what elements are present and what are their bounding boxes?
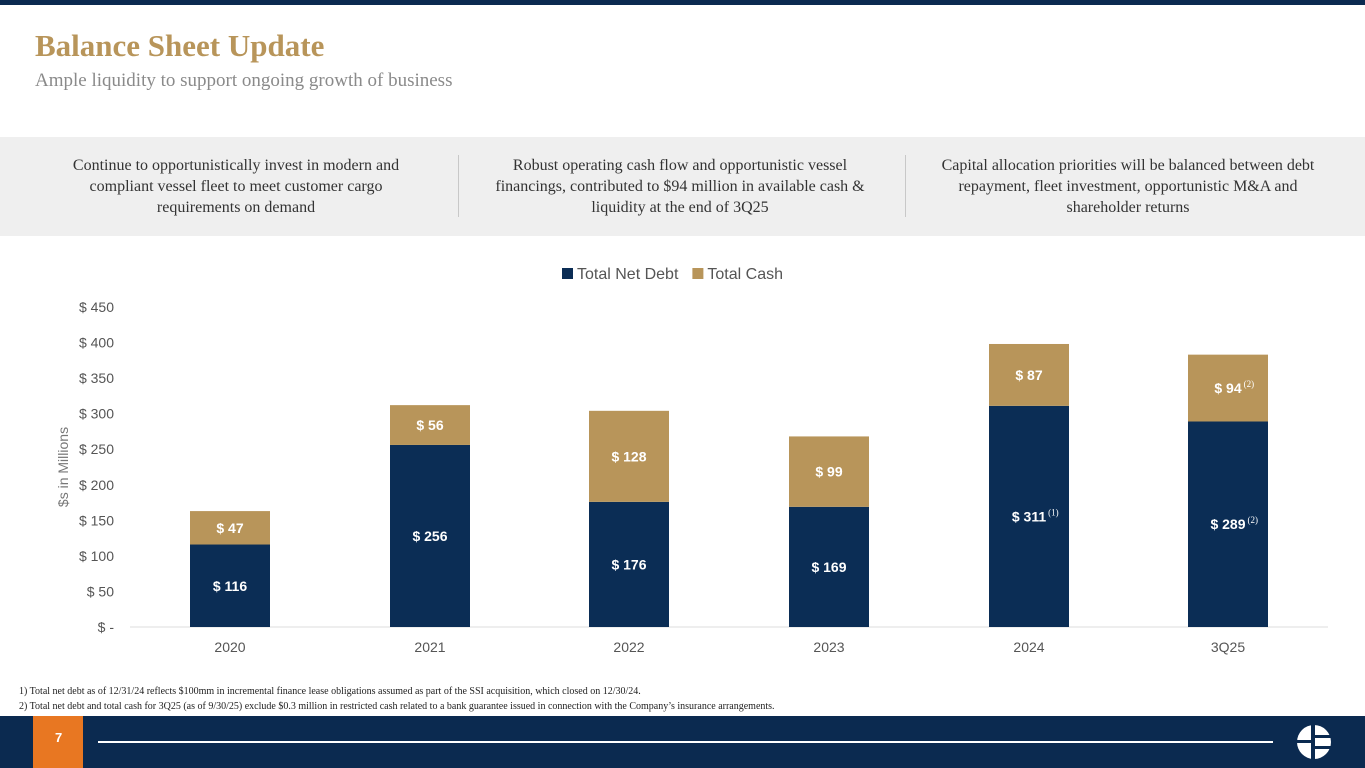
y-tick-label: $ 100 bbox=[79, 548, 114, 564]
bar-cash bbox=[989, 343, 1069, 406]
footnote-marker: (2) bbox=[1248, 515, 1259, 525]
data-label: $ 94 bbox=[1214, 380, 1241, 396]
divider bbox=[458, 155, 459, 217]
highlight-2: Robust operating cash flow and opportuni… bbox=[495, 157, 865, 216]
bar-cash bbox=[589, 410, 669, 502]
bar-net-debt bbox=[589, 501, 669, 627]
x-tick-label: 2022 bbox=[613, 639, 644, 655]
page-subtitle: Ample liquidity to support ongoing growt… bbox=[35, 70, 453, 91]
data-label: $ 87 bbox=[1015, 367, 1042, 383]
data-label: $ 256 bbox=[412, 528, 447, 544]
data-label: $ 311 bbox=[1012, 508, 1046, 524]
footnote-2: 2) Total net debt and total cash for 3Q2… bbox=[19, 701, 775, 712]
data-label: $ 116 bbox=[213, 578, 247, 594]
highlights-band: Continue to opportunistically invest in … bbox=[0, 137, 1365, 236]
x-tick-label: 2021 bbox=[414, 639, 445, 655]
bar-cash bbox=[390, 405, 470, 445]
company-logo-icon bbox=[1296, 724, 1332, 760]
y-axis-label: $s in Millions bbox=[55, 427, 71, 507]
data-label: $ 56 bbox=[416, 417, 443, 433]
x-tick-label: 2024 bbox=[1013, 639, 1044, 655]
footnote-1: 1) Total net debt as of 12/31/24 reflect… bbox=[19, 686, 641, 697]
data-label: $ 47 bbox=[216, 520, 243, 536]
bar-net-debt bbox=[989, 405, 1069, 627]
page-number: 7 bbox=[33, 716, 83, 768]
data-label: $ 176 bbox=[611, 556, 646, 572]
data-label: $ 128 bbox=[611, 448, 646, 464]
bar-net-debt bbox=[1188, 421, 1268, 627]
legend-label: Total Net Debt bbox=[577, 266, 679, 283]
bar-net-debt bbox=[789, 506, 869, 627]
stacked-bar-chart: Total Net Debt Total Cash $ - $ 50 $ 100 $ 15… bbox=[55, 266, 1328, 655]
x-tick-label: 2020 bbox=[214, 639, 245, 655]
y-tick-label: $ 50 bbox=[87, 583, 114, 599]
footer-line bbox=[98, 741, 1273, 743]
top-bar bbox=[0, 0, 1365, 5]
y-tick-label: $ 400 bbox=[79, 335, 114, 351]
y-tick-label: $ 450 bbox=[79, 299, 114, 315]
page-title: Balance Sheet Update bbox=[35, 28, 325, 63]
bar-net-debt bbox=[390, 444, 470, 627]
footnote-marker: (1) bbox=[1048, 507, 1059, 517]
legend-swatch bbox=[562, 268, 573, 279]
legend-label: Total Cash bbox=[707, 266, 783, 283]
bar-cash bbox=[789, 436, 869, 507]
footnote-marker: (2) bbox=[1244, 379, 1255, 389]
footer: 7 bbox=[0, 716, 1365, 768]
bar-cash bbox=[1188, 354, 1268, 422]
x-tick-label: 2023 bbox=[813, 639, 844, 655]
y-tick-label: $ 150 bbox=[79, 512, 114, 528]
y-tick-label: $ 300 bbox=[79, 406, 114, 422]
bar-cash bbox=[190, 511, 270, 545]
legend-swatch bbox=[692, 268, 704, 279]
highlight-1: Continue to opportunistically invest in … bbox=[72, 157, 400, 216]
data-label: $ 99 bbox=[815, 464, 842, 480]
data-label: $ 169 bbox=[811, 559, 846, 575]
bar-net-debt bbox=[190, 544, 270, 627]
y-tick-label: $ 350 bbox=[79, 370, 114, 386]
y-tick-label: $ - bbox=[98, 619, 115, 635]
y-tick-label: $ 200 bbox=[79, 477, 114, 493]
highlight-3: Capital allocation priorities will be ba… bbox=[941, 157, 1315, 216]
divider bbox=[905, 155, 906, 217]
x-tick-label: 3Q25 bbox=[1211, 639, 1245, 655]
data-label: $ 289 bbox=[1210, 516, 1245, 532]
y-tick-label: $ 250 bbox=[79, 441, 114, 457]
